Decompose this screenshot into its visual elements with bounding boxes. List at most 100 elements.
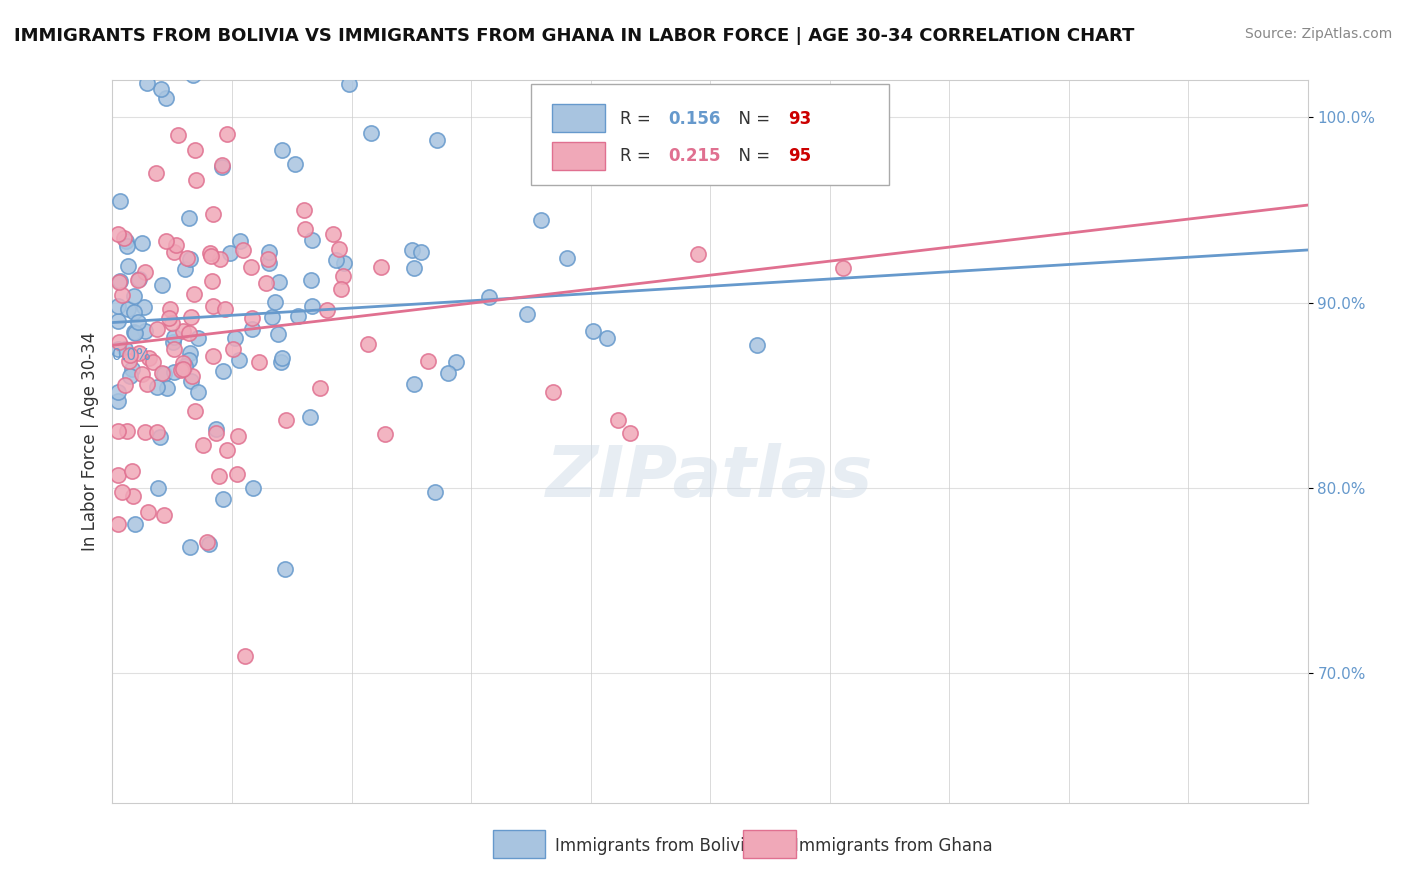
Immigrants from Bolivia xyxy=(110,275,132,289)
Immigrants from Bolivia xyxy=(211,160,233,174)
Immigrants from Bolivia xyxy=(146,481,169,495)
Immigrants from Bolivia xyxy=(107,385,129,400)
Immigrants from Ghana xyxy=(162,316,184,330)
Immigrants from Bolivia xyxy=(325,253,347,268)
Text: Source: ZipAtlas.com: Source: ZipAtlas.com xyxy=(1244,27,1392,41)
Immigrants from Bolivia xyxy=(127,315,149,329)
Immigrants from Bolivia xyxy=(205,422,228,436)
Immigrants from Ghana xyxy=(183,143,205,157)
Text: IMMIGRANTS FROM BOLIVIA VS IMMIGRANTS FROM GHANA IN LABOR FORCE | AGE 30-34 CORR: IMMIGRANTS FROM BOLIVIA VS IMMIGRANTS FR… xyxy=(14,27,1135,45)
Immigrants from Ghana xyxy=(292,203,315,218)
Immigrants from Ghana xyxy=(294,222,316,236)
Immigrants from Ghana xyxy=(201,274,224,288)
Text: N =: N = xyxy=(728,147,775,165)
Immigrants from Ghana xyxy=(163,244,186,259)
Y-axis label: In Labor Force | Age 30-34: In Labor Force | Age 30-34 xyxy=(80,332,98,551)
Immigrants from Ghana xyxy=(377,59,399,73)
Immigrants from Ghana xyxy=(214,302,236,317)
Immigrants from Ghana xyxy=(239,260,262,274)
Immigrants from Bolivia xyxy=(444,355,467,369)
Immigrants from Bolivia xyxy=(530,213,553,227)
Immigrants from Ghana xyxy=(257,252,280,266)
Immigrants from Bolivia xyxy=(555,251,578,265)
Immigrants from Bolivia xyxy=(156,381,179,395)
Immigrants from Ghana xyxy=(209,252,232,266)
Immigrants from Ghana xyxy=(357,336,380,351)
Immigrants from Bolivia xyxy=(174,359,197,373)
Immigrants from Bolivia xyxy=(117,301,139,316)
Immigrants from Ghana xyxy=(208,469,231,483)
Immigrants from Ghana xyxy=(163,343,186,357)
Text: R =: R = xyxy=(620,110,657,128)
Immigrants from Ghana xyxy=(205,425,228,440)
Immigrants from Bolivia xyxy=(187,331,209,345)
FancyBboxPatch shape xyxy=(744,830,796,858)
Immigrants from Ghana xyxy=(107,334,129,349)
Text: Immigrants from Bolivia: Immigrants from Bolivia xyxy=(554,838,755,855)
Immigrants from Bolivia xyxy=(149,430,172,444)
Immigrants from Ghana xyxy=(184,404,207,418)
Immigrants from Ghana xyxy=(374,426,396,441)
Immigrants from Ghana xyxy=(226,429,249,443)
Immigrants from Ghana xyxy=(159,302,181,317)
Immigrants from Ghana xyxy=(118,348,141,362)
Immigrants from Ghana xyxy=(581,146,603,161)
Immigrants from Ghana xyxy=(179,326,201,340)
Immigrants from Bolivia xyxy=(153,367,176,381)
Immigrants from Ghana xyxy=(134,425,156,439)
Immigrants from Ghana xyxy=(316,303,339,318)
Immigrants from Bolivia xyxy=(436,366,458,380)
Immigrants from Bolivia xyxy=(337,77,360,91)
Immigrants from Ghana xyxy=(247,354,270,368)
Immigrants from Bolivia xyxy=(179,211,201,225)
Immigrants from Ghana xyxy=(332,269,354,284)
Immigrants from Bolivia xyxy=(404,376,426,391)
Immigrants from Ghana xyxy=(176,252,198,266)
Immigrants from Bolivia xyxy=(242,481,264,495)
Immigrants from Ghana xyxy=(170,362,193,376)
Immigrants from Bolivia xyxy=(187,385,209,400)
Immigrants from Bolivia xyxy=(240,322,263,336)
Immigrants from Ghana xyxy=(688,247,710,261)
Immigrants from Ghana xyxy=(200,245,222,260)
Immigrants from Ghana xyxy=(172,324,194,338)
Immigrants from Bolivia xyxy=(516,307,538,321)
Immigrants from Bolivia xyxy=(135,76,157,90)
Text: Immigrants from Ghana: Immigrants from Ghana xyxy=(793,838,993,855)
Immigrants from Ghana xyxy=(131,367,153,381)
Immigrants from Bolivia xyxy=(107,343,129,357)
Immigrants from Bolivia xyxy=(180,374,202,388)
Immigrants from Bolivia xyxy=(107,299,129,313)
Immigrants from Ghana xyxy=(145,166,167,180)
Immigrants from Bolivia xyxy=(122,325,145,339)
Immigrants from Ghana xyxy=(107,227,129,242)
Immigrants from Bolivia xyxy=(360,126,382,140)
Immigrants from Ghana xyxy=(108,275,131,289)
Immigrants from Bolivia xyxy=(333,256,356,270)
Immigrants from Ghana xyxy=(240,311,263,326)
FancyBboxPatch shape xyxy=(531,84,890,185)
Immigrants from Bolivia xyxy=(117,259,139,273)
Immigrants from Ghana xyxy=(202,207,225,221)
Immigrants from Bolivia xyxy=(134,324,156,338)
Immigrants from Bolivia xyxy=(124,326,146,340)
Immigrants from Bolivia xyxy=(107,314,129,328)
Immigrants from Ghana xyxy=(202,349,225,363)
Text: 0.156: 0.156 xyxy=(668,110,721,128)
Immigrants from Ghana xyxy=(146,425,169,439)
Immigrants from Ghana xyxy=(180,310,202,324)
Immigrants from Bolivia xyxy=(121,361,143,376)
Immigrants from Bolivia xyxy=(218,246,240,260)
Immigrants from Ghana xyxy=(330,281,353,295)
Immigrants from Bolivia xyxy=(401,243,423,257)
Immigrants from Bolivia xyxy=(117,239,139,253)
Immigrants from Ghana xyxy=(232,243,254,257)
Immigrants from Ghana xyxy=(211,158,233,172)
Immigrants from Ghana xyxy=(111,484,134,499)
Immigrants from Bolivia xyxy=(404,261,426,276)
Immigrants from Ghana xyxy=(225,467,247,482)
Immigrants from Bolivia xyxy=(122,305,145,319)
FancyBboxPatch shape xyxy=(553,104,605,132)
Immigrants from Bolivia xyxy=(229,235,252,249)
Immigrants from Bolivia xyxy=(267,276,290,290)
